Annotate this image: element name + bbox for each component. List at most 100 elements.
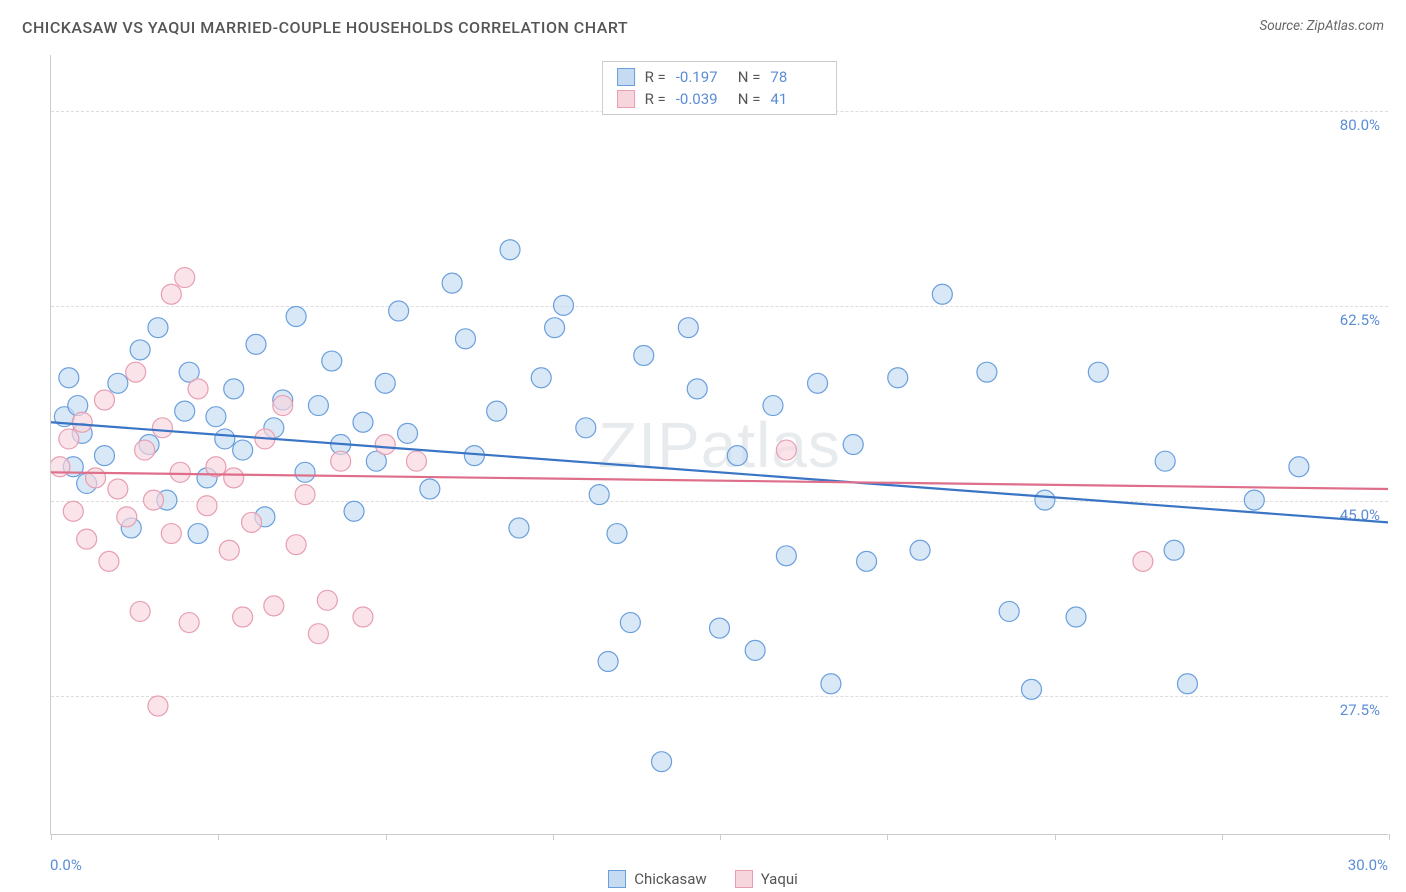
scatter-point — [233, 607, 253, 627]
scatter-point — [1021, 679, 1041, 699]
scatter-point — [375, 373, 395, 393]
scatter-point — [420, 479, 440, 499]
scatter-point — [353, 412, 373, 432]
bottom-legend: ChickasawYaqui — [0, 870, 1406, 888]
chart-plot-area: 80.0%62.5%45.0%27.5% ZIPatlas R =-0.197N… — [50, 55, 1388, 835]
scatter-point — [763, 396, 783, 416]
scatter-point — [86, 468, 106, 488]
scatter-point — [1289, 457, 1309, 477]
legend-swatch-icon — [608, 870, 626, 888]
scatter-point — [554, 295, 574, 315]
scatter-point — [598, 652, 618, 672]
stat-n-value: 41 — [770, 90, 822, 108]
x-tick — [218, 834, 219, 840]
scatter-point — [135, 440, 155, 460]
scatter-point — [500, 240, 520, 260]
scatter-point — [1035, 490, 1055, 510]
trend-line — [51, 472, 1388, 489]
source-label: Source: ZipAtlas.com — [1259, 18, 1384, 34]
scatter-point — [509, 518, 529, 538]
scatter-point — [242, 512, 262, 532]
scatter-point — [776, 546, 796, 566]
scatter-point — [148, 696, 168, 716]
scatter-point — [1066, 607, 1086, 627]
x-tick — [887, 834, 888, 840]
scatter-point — [1133, 551, 1153, 571]
x-tick — [1055, 834, 1056, 840]
stats-row: R = -0.197 N = 78 — [617, 66, 823, 88]
scatter-point — [206, 407, 226, 427]
scatter-point — [843, 435, 863, 455]
stat-n-label: N = — [738, 68, 761, 86]
scatter-point — [51, 457, 70, 477]
scatter-point — [59, 368, 79, 388]
scatter-point — [148, 318, 168, 338]
scatter-point — [308, 396, 328, 416]
stats-legend-box: R =-0.197N =78R =-0.039N =41 — [602, 61, 838, 115]
stat-n-value: 78 — [770, 68, 822, 86]
scatter-point — [1177, 674, 1197, 694]
scatter-point — [487, 401, 507, 421]
x-tick — [1222, 834, 1223, 840]
scatter-point — [857, 551, 877, 571]
scatter-point — [317, 590, 337, 610]
legend-swatch-icon — [735, 870, 753, 888]
scatter-point — [576, 418, 596, 438]
scatter-point — [634, 345, 654, 365]
scatter-point — [144, 490, 164, 510]
scatter-point — [745, 640, 765, 660]
scatter-point — [776, 440, 796, 460]
x-tick — [51, 834, 52, 840]
stats-row: R =-0.039N =41 — [617, 88, 823, 110]
scatter-point — [224, 468, 244, 488]
scatter-point — [710, 618, 730, 638]
scatter-point — [161, 284, 181, 304]
scatter-point — [999, 601, 1019, 621]
scatter-point — [130, 340, 150, 360]
scatter-point — [389, 301, 409, 321]
scatter-point — [1155, 451, 1175, 471]
stat-r-label: R = — [645, 90, 666, 108]
scatter-point — [197, 496, 217, 516]
scatter-point — [821, 674, 841, 694]
scatter-point — [398, 423, 418, 443]
scatter-point — [188, 524, 208, 544]
scatter-point — [108, 373, 128, 393]
stat-r-value: -0.039 — [676, 90, 728, 108]
scatter-point — [808, 373, 828, 393]
scatter-point — [295, 485, 315, 505]
x-tick — [386, 834, 387, 840]
scatter-point — [246, 334, 266, 354]
legend-item: Chickasaw — [608, 870, 706, 888]
scatter-point — [264, 596, 284, 616]
scatter-point — [932, 284, 952, 304]
scatter-point — [607, 524, 627, 544]
scatter-point — [652, 752, 672, 772]
stat-r-label: R = — [645, 68, 666, 86]
trend-line — [51, 422, 1388, 522]
scatter-point — [727, 446, 747, 466]
scatter-point — [175, 401, 195, 421]
scatter-svg — [51, 55, 1388, 834]
scatter-point — [375, 435, 395, 455]
scatter-point — [545, 318, 565, 338]
scatter-point — [72, 412, 92, 432]
scatter-point — [322, 351, 342, 371]
scatter-point — [219, 540, 239, 560]
scatter-point — [687, 379, 707, 399]
scatter-point — [126, 362, 146, 382]
scatter-point — [188, 379, 208, 399]
scatter-point — [1088, 362, 1108, 382]
scatter-point — [295, 462, 315, 482]
scatter-point — [620, 613, 640, 633]
scatter-point — [63, 501, 83, 521]
x-tick — [1389, 834, 1390, 840]
scatter-point — [977, 362, 997, 382]
scatter-point — [215, 429, 235, 449]
legend-swatch-icon — [617, 68, 635, 86]
scatter-point — [152, 418, 172, 438]
scatter-point — [233, 440, 253, 460]
scatter-point — [888, 368, 908, 388]
legend-swatch-icon — [617, 90, 635, 108]
stat-r-value: -0.197 — [676, 68, 728, 86]
